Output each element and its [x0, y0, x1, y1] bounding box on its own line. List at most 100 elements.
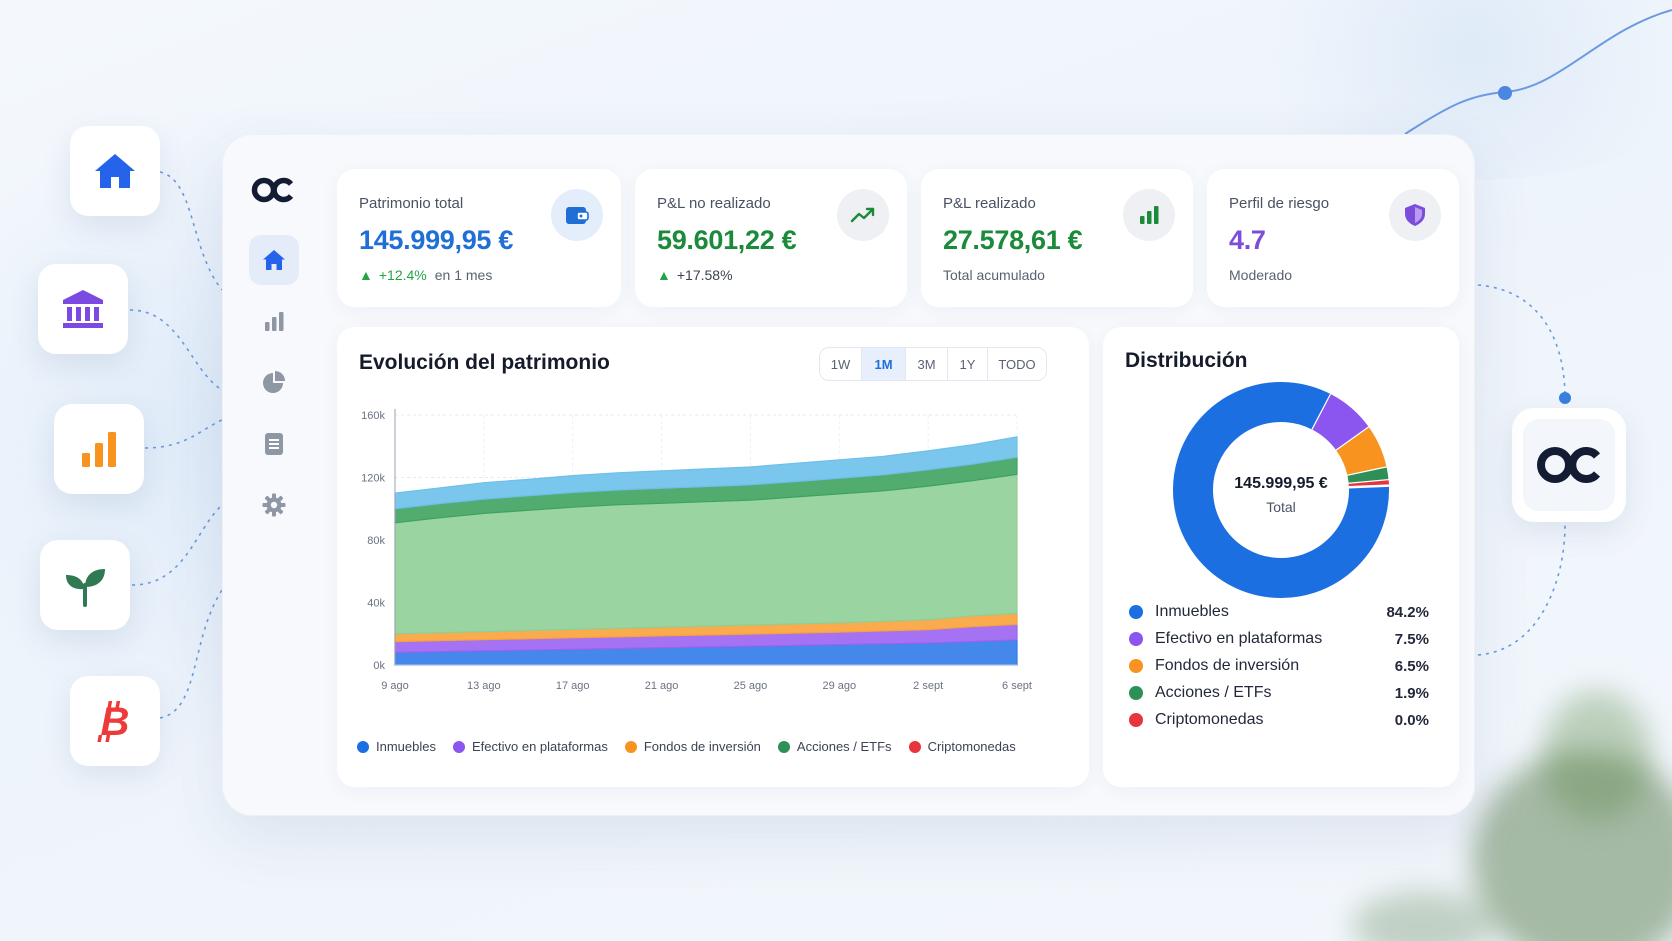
distribution-row[interactable]: Efectivo en plataformas 7.5%: [1129, 630, 1429, 648]
y-tick-label: 0k: [373, 660, 385, 672]
evolution-chart-card: Evolución del patrimonio 1W 1M 3M 1Y TODO 0k…: [337, 327, 1089, 787]
donut-chart: [1173, 382, 1389, 598]
x-tick-label: 6 sept: [1002, 680, 1032, 692]
bar-chart-icon: [1123, 189, 1175, 241]
distribution-percent: 7.5%: [1394, 630, 1429, 648]
x-tick-label: 25 ago: [734, 680, 768, 692]
sidebar-item-documents[interactable]: [249, 419, 299, 469]
sidebar-item-home[interactable]: [249, 235, 299, 285]
plant-decoration: [1542, 691, 1652, 821]
bar-chart-icon: [82, 432, 116, 467]
legend-item[interactable]: Inmuebles: [357, 739, 436, 754]
legend-dot: [1129, 659, 1143, 673]
distribution-name: Acciones / ETFs: [1155, 684, 1272, 701]
document-icon: [265, 433, 283, 455]
x-tick-label: 13 ago: [467, 680, 501, 692]
kpi-period: en 1 mes: [434, 267, 493, 283]
legend-dot: [624, 740, 637, 753]
donut-slice[interactable]: [1173, 382, 1389, 598]
chart-title: Evolución del patrimonio: [359, 351, 610, 374]
legend-item[interactable]: Efectivo en plataformas: [452, 739, 608, 754]
legend-label: Criptomonedas: [927, 739, 1016, 754]
donut-slice[interactable]: [1335, 427, 1387, 477]
brand-logo-icon[interactable]: [251, 175, 295, 205]
kpi-card-total[interactable]: Patrimonio total 145.999,95 € ▲ +12.4% en …: [337, 169, 621, 307]
x-tick-label: 2 sept: [913, 680, 943, 692]
distribution-row[interactable]: Fondos de inversión 6.5%: [1129, 657, 1429, 675]
legend-dot: [908, 740, 921, 753]
gear-icon: [262, 493, 286, 517]
legend-dot: [777, 740, 790, 753]
bar-chart-icon: [265, 312, 284, 331]
home-app-tile[interactable]: [70, 126, 160, 216]
stats-app-tile[interactable]: [54, 404, 144, 494]
kpi-change-value: +17.58%: [676, 267, 733, 283]
range-option-todo[interactable]: TODO: [998, 356, 1036, 372]
range-option-1w[interactable]: 1W: [820, 348, 862, 380]
bank-icon: [63, 290, 103, 328]
distribution-percent: 84.2%: [1386, 603, 1429, 621]
kpi-value: 59.601,22 €: [657, 225, 797, 255]
area-series: [394, 436, 1018, 510]
distribution-percent: 6.5%: [1394, 657, 1429, 675]
x-tick-label: 9 ago: [381, 680, 409, 692]
wallet-icon: [551, 189, 603, 241]
sidebar-item-settings[interactable]: [249, 480, 299, 530]
sprout-icon: [66, 569, 105, 607]
legend-dot: [452, 740, 465, 753]
home-icon: [95, 154, 135, 188]
distribution-name: Criptomonedas: [1155, 711, 1264, 728]
distribution-card: Distribución 145.999,95 € Total Inmueble…: [1103, 327, 1459, 787]
legend-item[interactable]: Criptomonedas: [908, 739, 1016, 754]
brand-logo-icon: [1537, 447, 1601, 483]
legend-label: Efectivo en plataformas: [471, 739, 608, 754]
growth-app-tile[interactable]: [40, 540, 130, 630]
sidebar-item-stats[interactable]: [249, 296, 299, 346]
sidebar: [223, 135, 319, 815]
up-arrow-icon: ▲: [657, 267, 671, 283]
sidebar-item-distribution[interactable]: [249, 357, 299, 407]
trend-up-icon: [837, 189, 889, 241]
y-tick-label: 120k: [361, 473, 385, 485]
legend-item[interactable]: Acciones / ETFs: [777, 739, 892, 754]
y-tick-label: 80k: [367, 535, 385, 547]
distribution-row[interactable]: Criptomonedas 0.0%: [1129, 711, 1429, 729]
legend-label: Inmuebles: [376, 739, 436, 754]
kpi-label: P&L realizado: [943, 195, 1036, 212]
kpi-value: 145.999,95 €: [359, 225, 514, 255]
legend-dot: [357, 740, 369, 753]
donut-slice[interactable]: [1311, 394, 1370, 452]
donut-center-value: 145.999,95 €: [1234, 475, 1328, 492]
crypto-app-tile[interactable]: B: [70, 676, 160, 766]
kpi-value: 27.578,61 €: [943, 225, 1083, 255]
x-tick-label: 17 ago: [556, 680, 590, 692]
svg-text:B: B: [101, 700, 130, 743]
legend-dot: [1129, 632, 1143, 646]
distribution-title: Distribución: [1125, 349, 1248, 372]
y-tick-label: 40k: [367, 598, 385, 610]
home-icon: [263, 250, 285, 270]
distribution-row[interactable]: Inmuebles 84.2%: [1129, 603, 1429, 621]
range-option-3m[interactable]: 3M: [906, 348, 948, 380]
bank-app-tile[interactable]: [38, 264, 128, 354]
kpi-change: ▲ +12.4% en 1 mes: [359, 267, 492, 283]
distribution-percent: 0.0%: [1394, 711, 1429, 729]
legend-dot: [1129, 686, 1143, 700]
kpi-card-risk-profile[interactable]: Perfil de riesgo 4.7 Moderado: [1207, 169, 1459, 307]
legend-dot: [1129, 713, 1143, 727]
pie-chart-icon: [263, 371, 285, 393]
range-option-1y[interactable]: 1Y: [948, 348, 988, 380]
kpi-card-unrealized-pnl[interactable]: P&L no realizado 59.601,22 € ▲ +17.58%: [635, 169, 907, 307]
distribution-name: Efectivo en plataformas: [1155, 630, 1323, 647]
range-selector: 1W 1M 3M 1Y TODO: [819, 347, 1047, 381]
range-option-1m[interactable]: 1M: [862, 348, 906, 380]
brand-logo-tile: [1512, 408, 1626, 522]
kpi-change: ▲ +17.58%: [657, 267, 733, 283]
kpi-label: P&L no realizado: [657, 195, 771, 212]
up-arrow-icon: ▲: [359, 267, 373, 283]
kpi-change-value: +12.4%: [378, 267, 427, 283]
legend-item[interactable]: Fondos de inversión: [624, 739, 761, 754]
kpi-card-realized-pnl[interactable]: P&L realizado 27.578,61 € Total acumulad…: [921, 169, 1193, 307]
distribution-row[interactable]: Acciones / ETFs 1.9%: [1129, 684, 1429, 702]
x-tick-label: 21 ago: [645, 680, 679, 692]
